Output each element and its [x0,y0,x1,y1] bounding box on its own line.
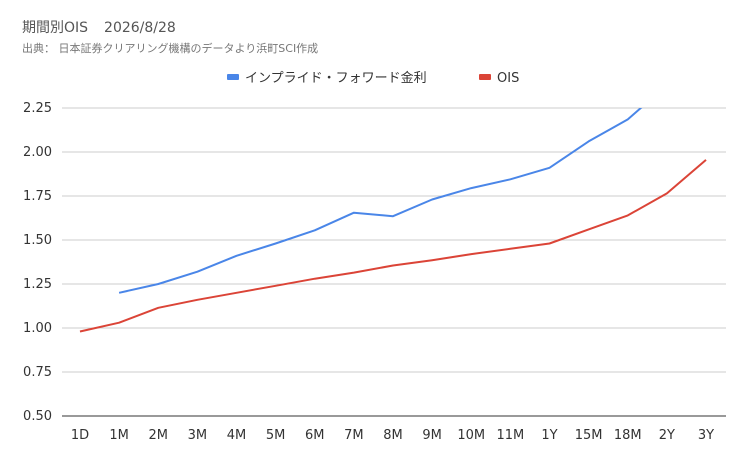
x-tick-label: 4M [227,428,247,443]
plot-area [79,108,707,333]
y-axis-ticks: 0.50 0.75 1.00 1.25 1.50 1.75 2.00 2.25 [23,101,52,424]
x-tick-label: 15M [575,428,603,443]
legend-label: インプライド・フォワード金利 [245,70,427,86]
x-tick-label: 11M [496,428,524,443]
legend-swatch [227,74,239,80]
legend-label: OIS [497,71,519,86]
x-tick-label: 3Y [698,428,714,443]
x-tick-label: 10M [457,428,485,443]
chart-source: 出典： 日本証券クリアリング機構のデータより浜町SCI作成 [22,42,319,55]
x-tick-label: 6M [305,428,325,443]
x-tick-label: 1Y [541,428,557,443]
x-tick-label: 7M [344,428,364,443]
x-tick-label: 8M [383,428,403,443]
x-tick-label: 9M [422,428,442,443]
legend-swatch [479,74,491,80]
y-tick-label: 0.50 [23,409,52,424]
x-tick-label: 1D [71,428,89,443]
y-tick-label: 2.00 [23,145,52,160]
x-tick-label: 2Y [659,428,675,443]
chart-date: 2026/8/28 [104,20,176,36]
x-tick-label: 3M [188,428,208,443]
y-tick-label: 1.25 [23,277,52,292]
legend: インプライド・フォワード金利 OIS [227,70,519,86]
x-tick-label: 18M [614,428,642,443]
y-tick-label: 2.25 [23,101,52,116]
x-tick-label: 5M [266,428,286,443]
grid-lines [62,107,726,417]
series-line-2 [79,159,707,333]
y-tick-label: 1.00 [23,321,52,336]
x-tick-label: 1M [109,428,129,443]
x-tick-label: 2M [149,428,169,443]
y-tick-label: 1.50 [23,233,52,248]
y-tick-label: 1.75 [23,189,52,204]
series-line-1 [118,108,643,294]
y-tick-label: 0.75 [23,365,52,380]
chart-title: 期間別OIS 2026/8/28 [22,17,176,37]
chart-title-text: 期間別OIS [22,20,89,36]
x-axis-ticks: 1D 1M 2M 3M 4M 5M 6M 7M 8M 9M 10M 11M 1Y 15M 18M 2Y 3Y [71,428,714,443]
